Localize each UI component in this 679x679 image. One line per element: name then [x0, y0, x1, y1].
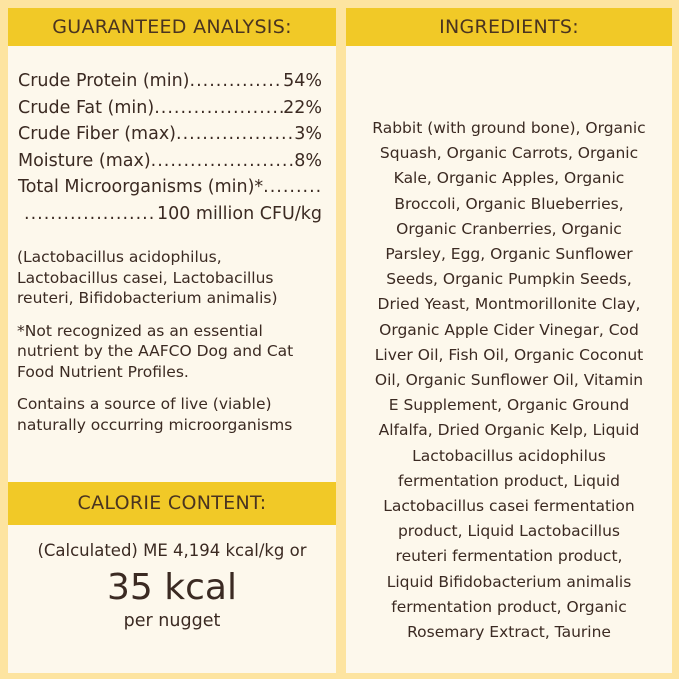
ingredients-line: Alfalfa, Dried Organic Kelp, Liquid [378, 421, 640, 440]
note-line: (Lactobacillus acidophilus, [17, 248, 222, 266]
ingredients-line: reuteri fermentation product, [395, 547, 623, 566]
ingredients-line: Organic Cranberries, Organic [396, 219, 622, 238]
calorie-content: (Calculated) ME 4,194 kcal/kg or 35 kcal… [8, 540, 336, 632]
calorie-per-nugget-value: 35 kcal [107, 567, 237, 608]
note-line: Contains a source of live (viable) [17, 395, 272, 413]
ingredients-line: product, Liquid Lactobacillus [397, 522, 621, 541]
ingredients-line: Liver Oil, Fish Oil, Organic Coconut [374, 345, 644, 364]
row-label: Moisture (max) [18, 150, 151, 171]
note-line: Food Nutrient Profiles. [17, 362, 189, 381]
note-line: nutrient by the AAFCO Dog and Cat [17, 342, 294, 360]
analysis-row: Crude Fat (min) 22% [18, 95, 322, 122]
calorie-calculated: (Calculated) ME 4,194 kcal/kg or [37, 541, 307, 560]
guaranteed-analysis-panel: GUARANTEED ANALYSIS: Crude Protein (min)… [8, 8, 336, 673]
ingredients-line: Seeds, Organic Pumpkin Seeds, [386, 270, 632, 289]
row-value: 8% [294, 150, 322, 171]
ingredients-line: Organic Apple Cider Vinegar, Cod [379, 320, 639, 339]
analysis-row: Crude Protein (min) 54% [18, 68, 322, 95]
ingredients-line: Lactobacillus casei fermentation [383, 497, 635, 516]
calorie-per-nugget-unit: per nugget [123, 611, 221, 631]
ingredients-header: INGREDIENTS: [346, 8, 672, 46]
guaranteed-analysis-header: GUARANTEED ANALYSIS: [8, 8, 336, 46]
note-line: *Not recognized as an essential [17, 321, 263, 340]
row-label: Crude Protein (min) [18, 71, 190, 91]
ingredients-line: fermentation product, Organic [391, 597, 627, 616]
ingredients-line: Dried Yeast, Montmorillonite Clay, [377, 295, 641, 314]
ingredients-line: Oil, Organic Sunflower Oil, Vitamin [374, 371, 644, 390]
analysis-table: Crude Protein (min) 54% Crude Fat (min) 22… [8, 46, 336, 227]
analysis-row: Total Microorganisms (min)* [18, 174, 322, 201]
ingredients-line: Lactobacillus acidophilus [412, 446, 606, 465]
ingredients-line: E Supplement, Organic Ground [388, 396, 630, 415]
row-value: 3% [294, 124, 322, 144]
ingredients-panel: INGREDIENTS: Rabbit (with ground bone), … [346, 8, 672, 673]
ingredients-line: Parsley, Egg, Organic Sunflower [385, 245, 633, 264]
row-label: Crude Fat (min) [18, 97, 155, 118]
ingredients-line: Rabbit (with ground bone), Organic [372, 119, 646, 137]
ingredients-line: Rosemary Extract, Taurine [407, 623, 611, 642]
strains-note: (Lactobacillus acidophilus, Lactobacillus… [8, 247, 336, 309]
note-line: naturally occurring microorganisms [17, 415, 293, 434]
note-line: reuteri, Bifidobacterium animalis) [17, 289, 278, 307]
live-cultures-note: Contains a source of live (viable) natura… [8, 394, 336, 435]
row-value: 54% [283, 71, 322, 91]
calorie-content-header: CALORIE CONTENT: [8, 482, 336, 525]
ingredients-line: Kale, Organic Apples, Organic [393, 169, 625, 188]
ingredients-line: Squash, Organic Carrots, Organic [379, 144, 639, 163]
row-label: Crude Fiber (max) [18, 124, 177, 144]
ingredients-list: Rabbit (with ground bone), Organic Squash… [346, 46, 672, 645]
analysis-row: Moisture (max) 8% [18, 148, 322, 175]
analysis-row: Crude Fiber (max) 3% [18, 121, 322, 148]
note-line: Lactobacillus casei, Lactobacillus [17, 268, 274, 287]
row-label: Total Microorganisms (min)* [18, 177, 264, 197]
ingredients-line: fermentation product, Liquid [398, 471, 620, 490]
aafco-note: *Not recognized as an essential nutrient … [8, 321, 336, 383]
ingredients-line: Broccoli, Organic Blueberries, [394, 194, 624, 213]
row-value: 22% [283, 97, 322, 118]
analysis-row: 100 million CFU/kg [18, 201, 322, 228]
row-value: 100 million CFU/kg [156, 203, 322, 224]
ingredients-line: Liquid Bifidobacterium animalis [386, 572, 632, 591]
